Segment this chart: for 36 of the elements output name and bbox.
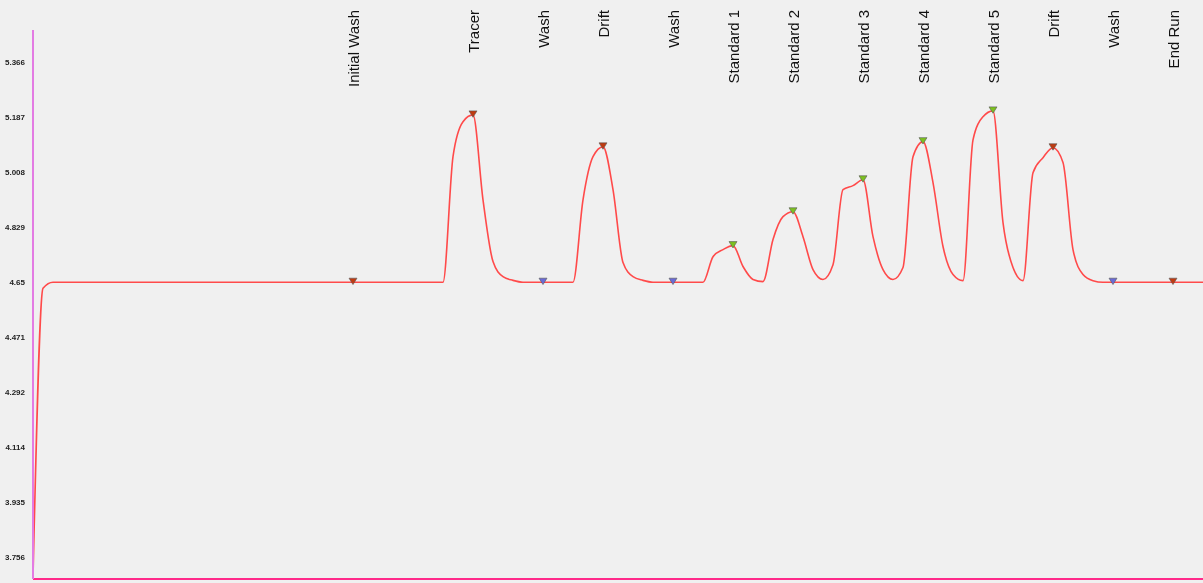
y-tick-label: 4.829 (4, 222, 26, 232)
y-tick-label: 4.65 (9, 278, 26, 288)
point (348, 277, 358, 285)
point (1108, 277, 1118, 285)
y-tick-label: 4.114 (5, 442, 26, 452)
x-tick-label: Standard 4 (914, 10, 932, 84)
x-tick-label: Drift (1044, 9, 1062, 38)
x-tick-label: Wash (664, 10, 682, 48)
y-tick-label: 4.292 (4, 388, 26, 398)
x-tick-label: End Run (1164, 10, 1182, 69)
x-tick-label: Drift (594, 9, 612, 38)
point (728, 241, 738, 249)
x-tick-label: Standard 2 (784, 10, 802, 84)
y-tick-label: 5.366 (4, 57, 26, 67)
x-tick-label: Standard 3 (854, 10, 872, 84)
point (538, 277, 548, 285)
y-tick-label: 3.935 (4, 497, 26, 507)
y-tick-label: 5.187 (4, 112, 26, 122)
point (1168, 277, 1178, 285)
x-tick-label: Wash (534, 10, 552, 48)
x-tick-label: Initial Wash (344, 10, 362, 87)
y-tick-label: 4.471 (4, 333, 26, 343)
x-tick-label: Tracer (464, 10, 482, 53)
x-tick-label: Standard 1 (724, 10, 742, 84)
x-tick-label: Wash (1104, 10, 1122, 48)
point (988, 106, 998, 114)
point (918, 137, 928, 145)
point (668, 277, 678, 285)
y-tick-label: 3.756 (4, 553, 26, 562)
x-tick-label: Standard 5 (984, 10, 1002, 84)
point (1048, 143, 1058, 151)
y-tick-label: 5.008 (4, 167, 26, 177)
point (788, 207, 798, 215)
point (598, 142, 608, 150)
point (858, 175, 868, 183)
point (468, 110, 478, 118)
